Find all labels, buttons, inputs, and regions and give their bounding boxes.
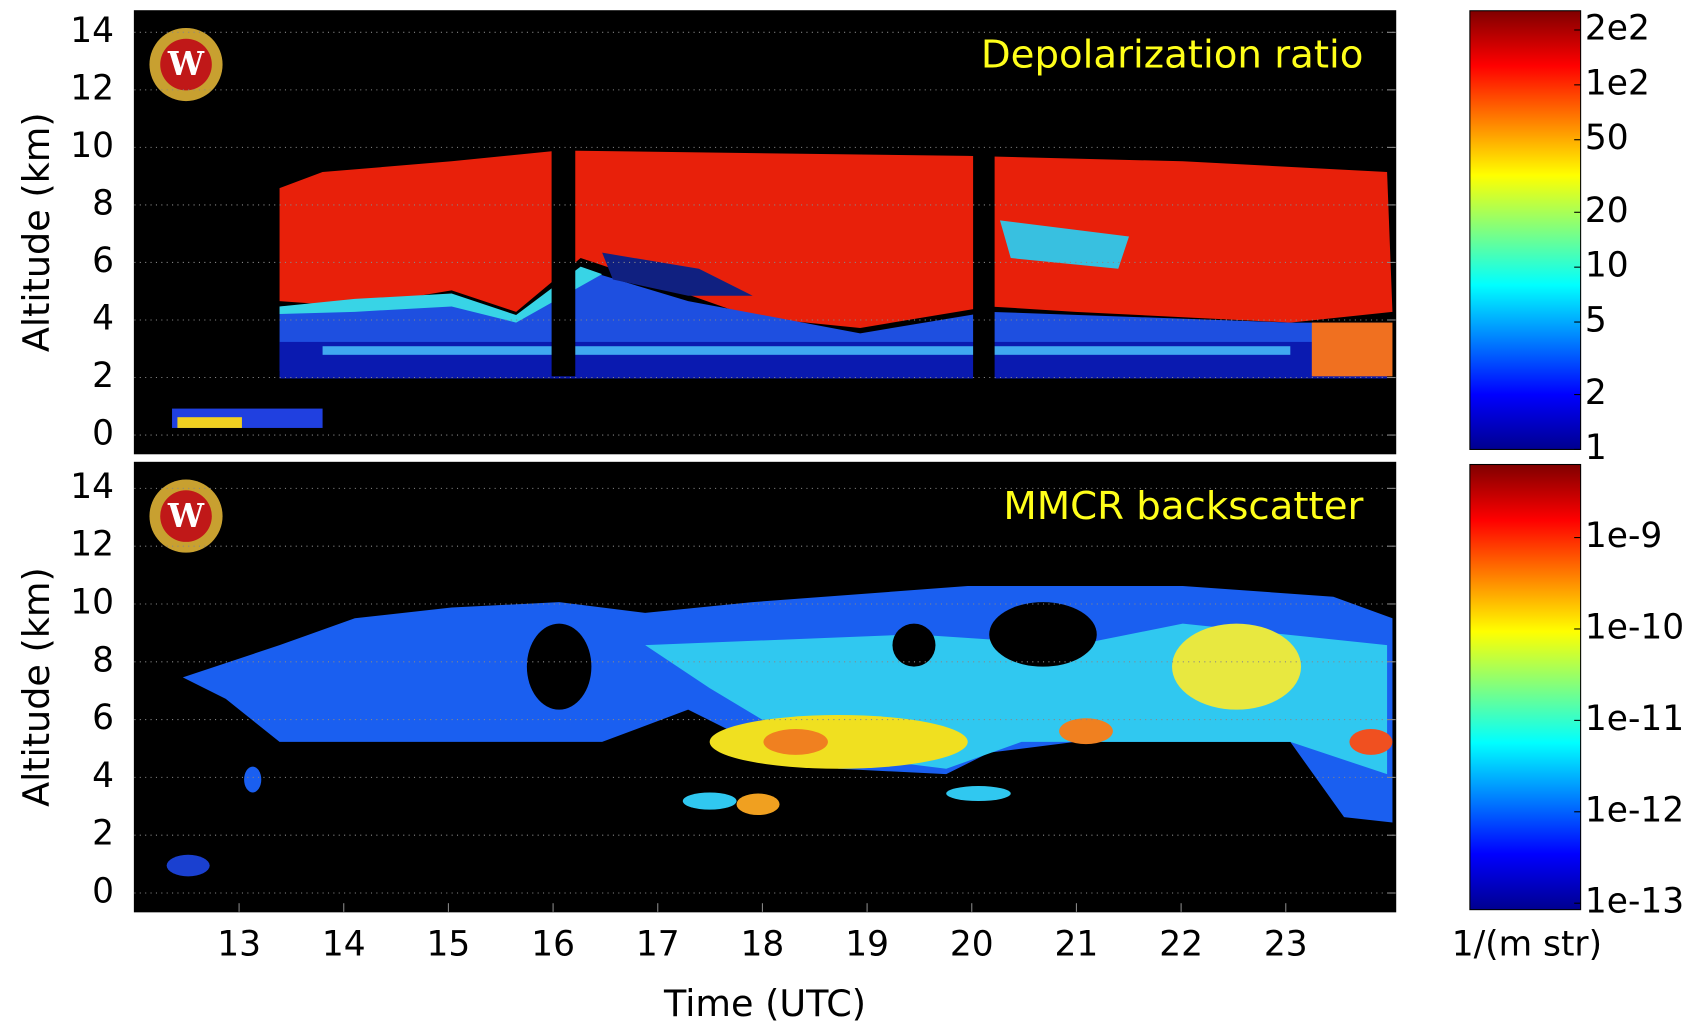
backscatter-field — [166, 586, 1393, 877]
y-tick-label: 8 — [92, 640, 114, 680]
colorbar-tick-label: 50 — [1585, 118, 1629, 158]
y-tick-label: 8 — [92, 183, 114, 223]
y-tick-label: 2 — [92, 356, 114, 396]
x-tick-label: 15 — [427, 925, 471, 965]
colorbar-tick-label: 10 — [1585, 246, 1629, 286]
x-tick-label: 19 — [845, 925, 889, 965]
x-tick-label: 13 — [217, 925, 261, 965]
svg-text:W: W — [167, 497, 205, 535]
colorbar-tick-label: 1 — [1585, 428, 1607, 468]
y-tick-label: 4 — [92, 756, 114, 796]
colorbar-tick-label: 20 — [1585, 191, 1629, 231]
colorbar — [1469, 10, 1582, 450]
y-axis-label: Altitude (km) — [15, 567, 58, 807]
x-tick-label: 18 — [741, 925, 785, 965]
y-tick-label: 4 — [92, 298, 114, 338]
panel-title: MMCR backscatter — [1003, 484, 1363, 529]
svg-text:W: W — [167, 45, 205, 83]
colorbar — [1469, 463, 1582, 911]
y-tick-label: 14 — [70, 467, 114, 507]
logo: W — [149, 27, 223, 102]
x-tick-label: 22 — [1159, 925, 1203, 965]
y-tick-label: 10 — [70, 126, 114, 166]
colorbar-tick-label: 1e2 — [1585, 63, 1650, 103]
y-tick-label: 14 — [70, 11, 114, 51]
x-axis-label: Time (UTC) — [663, 982, 866, 1025]
depolarization-field — [172, 145, 1393, 428]
colorbar-tick-label: 5 — [1585, 301, 1607, 341]
y-tick-label: 12 — [70, 525, 114, 565]
colorbar-tick-label: 2e2 — [1585, 8, 1650, 48]
x-tick-label: 23 — [1264, 925, 1308, 965]
colorbar-tick-label: 1e-12 — [1585, 790, 1684, 830]
colorbar-tick-label: 1e-9 — [1585, 516, 1662, 556]
colorbar-tick-label: 1e-13 — [1585, 882, 1684, 922]
panel-title: Depolarization ratio — [981, 32, 1364, 77]
plot-frame — [133, 10, 1397, 455]
x-tick-label: 21 — [1055, 925, 1099, 965]
y-tick-label: 12 — [70, 68, 114, 108]
x-tick-label: 16 — [531, 925, 575, 965]
y-axis-label: Altitude (km) — [15, 112, 58, 352]
y-tick-label: 0 — [92, 872, 114, 912]
plot-frame — [133, 461, 1397, 913]
colorbar-label: 1/(m str) — [1452, 925, 1602, 965]
y-tick-label: 10 — [70, 582, 114, 622]
x-tick-label: 20 — [950, 925, 994, 965]
y-tick-label: 6 — [92, 241, 114, 281]
x-tick-label: 17 — [636, 925, 680, 965]
x-tick-label: 14 — [322, 925, 366, 965]
colorbar-tick-label: 1e-10 — [1585, 607, 1684, 647]
colorbar-tick-label: 1e-11 — [1585, 699, 1684, 739]
y-tick-label: 0 — [92, 414, 114, 454]
y-tick-label: 6 — [92, 698, 114, 738]
y-tick-label: 2 — [92, 814, 114, 854]
colorbar-tick-label: 2 — [1585, 373, 1607, 413]
logo: W — [149, 479, 223, 553]
